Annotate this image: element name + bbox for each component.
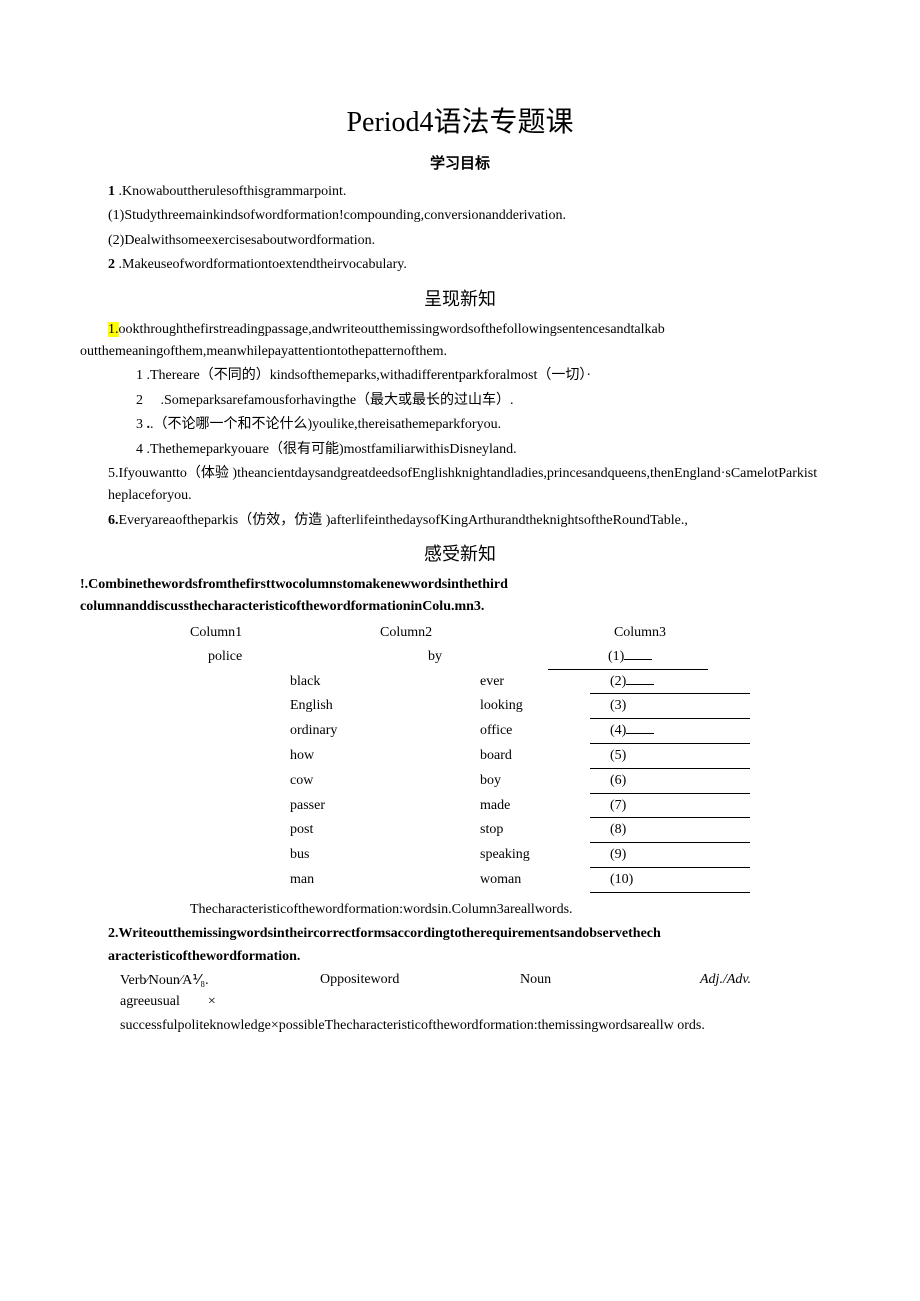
characteristic-line1: Thecharacteristicofthewordformation:word… <box>190 899 840 921</box>
cell-c1: ordinary <box>190 719 480 743</box>
s6-text: Everyareaoftheparkis（仿效，仿造 )afterlifeint… <box>119 513 688 528</box>
objective-1: 1 .Knowabouttherulesofthisgrammarpoint. <box>80 181 840 203</box>
ex1-title: !.Combinethewordsfromthefirsttwocolumnst… <box>80 574 840 619</box>
table-row: how board (5) <box>190 744 840 769</box>
obj1-text: .Knowabouttherulesofthisgrammarpoint. <box>119 184 347 199</box>
s1-text: .Thereare（不同的）kindsofthemeparks,withadif… <box>147 368 592 383</box>
ex2-line1: agreeusual × <box>120 991 800 1013</box>
s4-text: .Thethemeparkyouare（很有可能)mostfamiliarwit… <box>147 442 517 457</box>
section2-title: 感受新知 <box>80 540 840 566</box>
intro-highlight: 1. <box>108 322 119 337</box>
sentence-1: 1 .Thereare（不同的）kindsofthemeparks,withad… <box>80 365 840 387</box>
col1-header: Column1 <box>190 625 380 641</box>
cell-c2: by <box>398 645 548 669</box>
section1-title: 呈现新知 <box>80 285 840 311</box>
cell-c3: (3) <box>590 694 750 719</box>
s3-num: 3 <box>136 417 143 432</box>
ex2-h4: Adj./Adv. <box>700 972 820 989</box>
cell-c1: bus <box>190 843 480 867</box>
cell-c1: English <box>190 694 480 718</box>
subtitle: 学习目标 <box>80 152 840 173</box>
cell-c1: black <box>190 670 480 694</box>
objective-sub2: (2)Dealwithsomeexercisesaboutwordformati… <box>80 230 840 252</box>
cell-c3: (8) <box>590 818 750 843</box>
table-row: English looking (3) <box>190 694 840 719</box>
cell-c1: post <box>190 818 480 842</box>
cell-c2: stop <box>480 818 590 842</box>
s2-text: .Someparksarefamousforhavingthe（最大或最长的过山… <box>161 393 514 408</box>
obj2-text: .Makeuseofwordformationtoextendtheirvoca… <box>119 257 407 272</box>
sentence-6: 6.Everyareaoftheparkis（仿效，仿造 )afterlifei… <box>80 510 840 532</box>
table-row: police by (1) <box>190 645 840 670</box>
cell-c2: boy <box>480 769 590 793</box>
intro-paragraph: 1.ookthroughthefirstreadingpassage,andwr… <box>80 319 840 364</box>
s1-num: 1 <box>136 368 143 383</box>
sentence-2: 2 .Someparksarefamousforhavingthe（最大或最长的… <box>80 390 840 412</box>
cell-c1: how <box>190 744 480 768</box>
ex2-line2: successfulpoliteknowledge×possibleThecha… <box>120 1015 800 1037</box>
cell-c3: (2) <box>590 670 750 695</box>
table-row: bus speaking (9) <box>190 843 840 868</box>
cell-c3: (6) <box>590 769 750 794</box>
col3-header: Column3 <box>570 625 710 641</box>
cell-c3: (4) <box>590 719 750 744</box>
cell-c2: woman <box>480 868 590 892</box>
cell-c1: passer <box>190 794 480 818</box>
ex2-h1: Verb∕Noun∕A⅟₈. <box>120 972 320 989</box>
cell-c3: (1) <box>548 645 708 670</box>
cell-c2: looking <box>480 694 590 718</box>
page-title: Period4语法专题课 <box>80 100 840 140</box>
obj1-num: 1 <box>108 184 115 199</box>
sentence-4: 4 .Thethemeparkyouare（很有可能)mostfamiliarw… <box>80 439 840 461</box>
col2-header: Column2 <box>380 625 570 641</box>
cell-c3: (10) <box>590 868 750 893</box>
s6-lead: 6. <box>80 513 119 528</box>
table-row: post stop (8) <box>190 818 840 843</box>
table-row: passer made (7) <box>190 794 840 819</box>
cell-c3: (9) <box>590 843 750 868</box>
word-table: Column1 Column2 Column3 police by (1) bl… <box>190 625 840 893</box>
cell-c2: board <box>480 744 590 768</box>
ex2-title: 2.Writeoutthemissingwordsintheircorrectf… <box>80 923 840 968</box>
cell-c3: (5) <box>590 744 750 769</box>
cell-c2: made <box>480 794 590 818</box>
objective-sub1: (1)Studythreemainkindsofwordformation!co… <box>80 205 840 227</box>
table-row: black ever (2) <box>190 670 840 695</box>
table-row: man woman (10) <box>190 868 840 893</box>
cell-c2: office <box>480 719 590 743</box>
sentence-3: 3 ..（不论哪一个和不论什么)youlike,thereisathemepar… <box>80 414 840 436</box>
table-row: cow boy (6) <box>190 769 840 794</box>
obj2-num: 2 <box>108 257 115 272</box>
cell-c3: (7) <box>590 794 750 819</box>
table-header-row: Column1 Column2 Column3 <box>190 625 840 641</box>
cell-c1: man <box>190 868 480 892</box>
objective-2: 2 .Makeuseofwordformationtoextendtheirvo… <box>80 254 840 276</box>
intro-body: ookthroughthefirstreadingpassage,andwrit… <box>80 322 665 359</box>
cell-c1: police <box>190 645 398 669</box>
s3-text: .（不论哪一个和不论什么)youlike,thereisathemeparkfo… <box>150 417 501 432</box>
sentence-5: 5.Ifyouwantto（体验 )theancientdaysandgreat… <box>80 463 840 508</box>
cell-c2: ever <box>480 670 590 694</box>
s4-num: 4 <box>136 442 143 457</box>
ex2-header-row: Verb∕Noun∕A⅟₈. Oppositeword Noun Adj./Ad… <box>120 972 840 989</box>
cell-c1: cow <box>190 769 480 793</box>
ex2-h3: Noun <box>520 972 700 989</box>
table-row: ordinary office (4) <box>190 719 840 744</box>
s2-num: 2 <box>136 393 143 408</box>
ex2-h2: Oppositeword <box>320 972 520 989</box>
cell-c2: speaking <box>480 843 590 867</box>
